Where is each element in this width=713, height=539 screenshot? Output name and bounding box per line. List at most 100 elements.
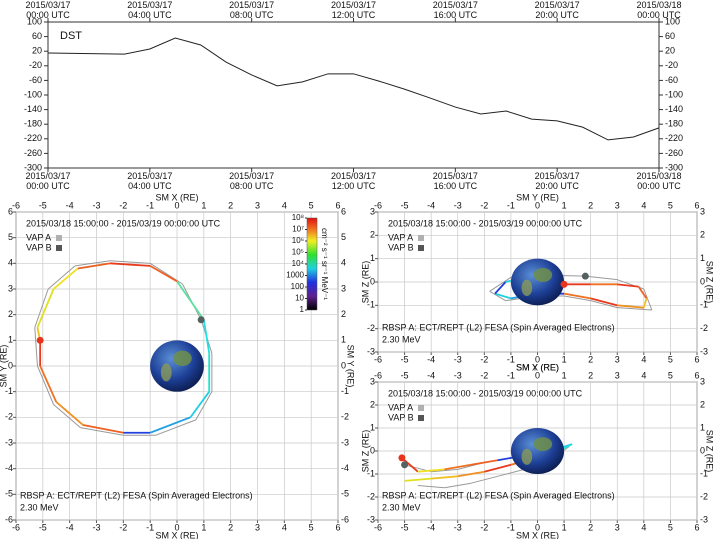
x-tick-label: 2: [588, 370, 593, 380]
legend-swatch: [418, 415, 424, 421]
plot-title: 2015/03/18 15:00:00 - 2015/03/19 00:00:0…: [388, 388, 583, 398]
y-tick-label: -60: [29, 75, 42, 85]
orbit-segment: [417, 468, 445, 473]
x-tick-label: 2015/03/17 20:00 UTC: [534, 0, 580, 20]
orbit-segment: [53, 404, 81, 428]
y-axis-label: SM Z (RE): [360, 261, 370, 304]
y-tick-label: -5: [5, 489, 13, 499]
y-tick-label: 0: [700, 445, 705, 455]
y-tick-label: -3: [341, 437, 349, 447]
x-tick-label: 2015/03/17 00:00 UTC: [25, 171, 71, 191]
x-axis-label: SM X (RE): [516, 362, 559, 372]
x-tick-label: 2: [228, 522, 233, 532]
y-axis-label: SM Z (RE): [360, 430, 370, 473]
x-tick-label: 2015/03/17 16:00 UTC: [432, 0, 478, 20]
y-tick-label: -3: [700, 346, 708, 356]
orbit-segment: [489, 290, 506, 302]
x-tick-label: -4: [427, 522, 435, 532]
x-tick-label: 3: [255, 522, 260, 532]
colorbar-tick-label: 1000: [286, 271, 304, 280]
earth-land: [521, 279, 533, 297]
orbit-segment: [404, 477, 432, 482]
orbit-segment: [643, 288, 653, 311]
x-tick-label: -4: [427, 354, 435, 364]
y-tick-label: -6: [5, 514, 13, 524]
x-tick-label: 3: [615, 200, 620, 210]
x-tick-label: 3: [255, 200, 260, 210]
x-tick-label: 2015/03/17 00:00 UTC: [25, 0, 71, 20]
legend-label: VAP B: [388, 412, 414, 422]
orbit-segment: [590, 300, 618, 309]
orbit-segment: [401, 457, 419, 473]
y-tick-label: -6: [341, 514, 349, 524]
y-tick-label: 0: [370, 276, 375, 286]
earth: [510, 428, 565, 474]
orbit-segment: [484, 463, 512, 473]
caption: RBSP A: ECT/REPT (L2) FESA (Spin Average…: [382, 490, 615, 500]
x-tick-label: 1: [562, 370, 567, 380]
y-axis-label: SM Y (RE): [346, 345, 356, 388]
x-tick-label: -3: [454, 370, 462, 380]
orbit-segment: [431, 468, 458, 473]
y-tick-label: 5: [341, 232, 346, 242]
y-tick-label: -20: [665, 60, 678, 70]
x-tick-label: 3: [615, 522, 620, 532]
y-tick-label: 4: [8, 258, 13, 268]
x-tick-label: 0: [174, 200, 179, 210]
y-tick-label: -2: [367, 323, 375, 333]
legend-swatch: [418, 235, 424, 241]
x-tick-label: 5: [668, 354, 673, 364]
earth-land: [533, 437, 553, 451]
y-tick-label: -140: [24, 104, 42, 114]
y-tick-label: 20: [32, 46, 42, 56]
x-tick-label: -3: [92, 522, 100, 532]
colorbar-tick-label: 10: [295, 294, 304, 303]
colorbar-tick-label: 1: [300, 305, 305, 314]
earth-land: [521, 448, 533, 465]
legend-label: VAP A: [388, 232, 413, 242]
x-tick-label: 5: [668, 370, 673, 380]
y-tick-label: 2: [8, 309, 13, 319]
colorbar-tick-label: 10⁷: [292, 225, 304, 234]
orbit-segment: [617, 304, 644, 309]
orbit-segment: [189, 391, 210, 418]
x-tick-label: 2015/03/17 12:00 UTC: [330, 0, 377, 20]
earth: [510, 258, 565, 306]
caption: 2.30 MeV: [20, 502, 59, 512]
x-tick-label: -2: [480, 370, 488, 380]
orbit-segment: [470, 475, 498, 484]
x-tick-label: 2015/03/17 08:00 UTC: [229, 171, 275, 191]
colorbar-tick-label: 100: [291, 282, 305, 291]
y-tick-label: -260: [24, 148, 42, 158]
y-tick-label: 6: [341, 206, 346, 216]
orbit-segment: [47, 265, 76, 290]
colorbar-label: cm⁻² s⁻¹ sr⁻¹ MeV⁻¹: [320, 228, 329, 300]
x-tick-label: -3: [454, 200, 462, 210]
x-tick-label: 2015/03/18 00:00 UTC: [636, 0, 682, 20]
x-tick-label: -4: [427, 200, 435, 210]
x-tick-label: -3: [92, 200, 100, 210]
y-tick-label: 6: [8, 206, 13, 216]
y-tick-label: 5: [8, 232, 13, 242]
y-tick-label: -60: [665, 75, 678, 85]
y-tick-label: 3: [370, 376, 375, 386]
x-tick-label: 1: [562, 354, 567, 364]
legend-label: VAP B: [26, 242, 52, 252]
x-tick-label: -1: [146, 200, 154, 210]
x-tick-label: 1: [562, 200, 567, 210]
orbit-segment: [80, 427, 124, 436]
x-tick-label: 1: [562, 522, 567, 532]
x-tick-label: -6: [374, 370, 382, 380]
x-tick-label: 4: [641, 522, 646, 532]
colorbar-tick-label: 10⁵: [292, 248, 304, 257]
legend-swatch: [56, 245, 62, 251]
y-axis-label: SM Z (RE): [705, 430, 713, 473]
y-tick-label: 1: [370, 253, 375, 263]
orbit-segment: [457, 470, 485, 478]
orbit-segment: [37, 365, 55, 405]
orbit-segment: [202, 319, 211, 354]
y-tick-label: -220: [665, 133, 683, 143]
orbit-segment: [109, 262, 151, 267]
y-tick-label: -1: [700, 468, 708, 478]
